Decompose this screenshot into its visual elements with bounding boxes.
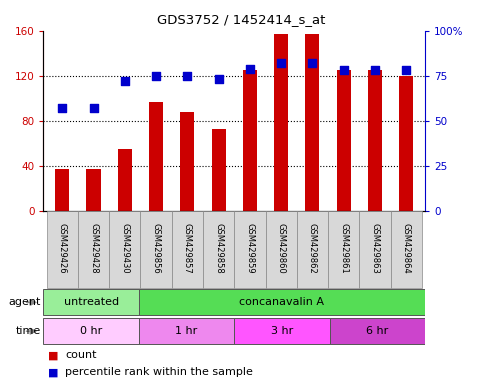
- Point: [184, 73, 191, 79]
- Bar: [43, 290, 139, 315]
- Point: [246, 66, 254, 72]
- Text: untreated: untreated: [64, 297, 119, 308]
- Bar: [46, 211, 78, 288]
- Bar: [203, 211, 234, 288]
- Point: [277, 60, 285, 66]
- Text: GSM429859: GSM429859: [245, 223, 255, 273]
- Bar: [297, 211, 328, 288]
- Text: GSM429862: GSM429862: [308, 223, 317, 273]
- Point: [371, 67, 379, 73]
- Point: [90, 105, 98, 111]
- Bar: [55, 169, 69, 211]
- Text: GDS3752 / 1452414_s_at: GDS3752 / 1452414_s_at: [157, 13, 326, 26]
- Text: GSM429861: GSM429861: [339, 223, 348, 273]
- Bar: [139, 318, 234, 344]
- Point: [340, 67, 348, 73]
- Bar: [171, 211, 203, 288]
- Text: GSM429430: GSM429430: [120, 223, 129, 273]
- Bar: [109, 211, 141, 288]
- Text: GSM429857: GSM429857: [183, 223, 192, 273]
- Text: agent: agent: [9, 297, 41, 308]
- Bar: [43, 318, 139, 344]
- Text: count: count: [65, 350, 97, 360]
- Bar: [243, 70, 257, 211]
- Text: 0 hr: 0 hr: [80, 326, 102, 336]
- Bar: [330, 318, 425, 344]
- Bar: [86, 169, 100, 211]
- Point: [215, 76, 223, 83]
- Text: GSM429863: GSM429863: [370, 223, 380, 273]
- Bar: [149, 102, 163, 211]
- Point: [58, 105, 66, 111]
- Text: 6 hr: 6 hr: [366, 326, 388, 336]
- Bar: [234, 211, 266, 288]
- Bar: [266, 211, 297, 288]
- Bar: [212, 129, 226, 211]
- Text: 1 hr: 1 hr: [175, 326, 198, 336]
- Text: GSM429856: GSM429856: [152, 223, 160, 273]
- Bar: [391, 211, 422, 288]
- Bar: [139, 290, 425, 315]
- Point: [121, 78, 128, 84]
- Bar: [368, 70, 382, 211]
- Text: GSM429858: GSM429858: [214, 223, 223, 273]
- Bar: [118, 149, 132, 211]
- Point: [309, 60, 316, 66]
- Text: GSM429864: GSM429864: [402, 223, 411, 273]
- Text: GSM429860: GSM429860: [277, 223, 285, 273]
- Bar: [328, 211, 359, 288]
- Text: concanavalin A: concanavalin A: [240, 297, 325, 308]
- Point: [402, 67, 410, 73]
- Text: percentile rank within the sample: percentile rank within the sample: [65, 367, 253, 377]
- Point: [152, 73, 160, 79]
- Text: time: time: [16, 326, 41, 336]
- Text: ■: ■: [48, 367, 59, 377]
- Bar: [234, 318, 330, 344]
- Text: GSM429426: GSM429426: [58, 223, 67, 273]
- Bar: [337, 70, 351, 211]
- Text: ■: ■: [48, 350, 59, 360]
- Bar: [274, 34, 288, 211]
- Bar: [78, 211, 109, 288]
- Bar: [141, 211, 171, 288]
- Text: GSM429428: GSM429428: [89, 223, 98, 273]
- Text: 3 hr: 3 hr: [271, 326, 293, 336]
- Bar: [180, 112, 194, 211]
- Bar: [359, 211, 391, 288]
- Bar: [399, 76, 413, 211]
- Bar: [305, 34, 319, 211]
